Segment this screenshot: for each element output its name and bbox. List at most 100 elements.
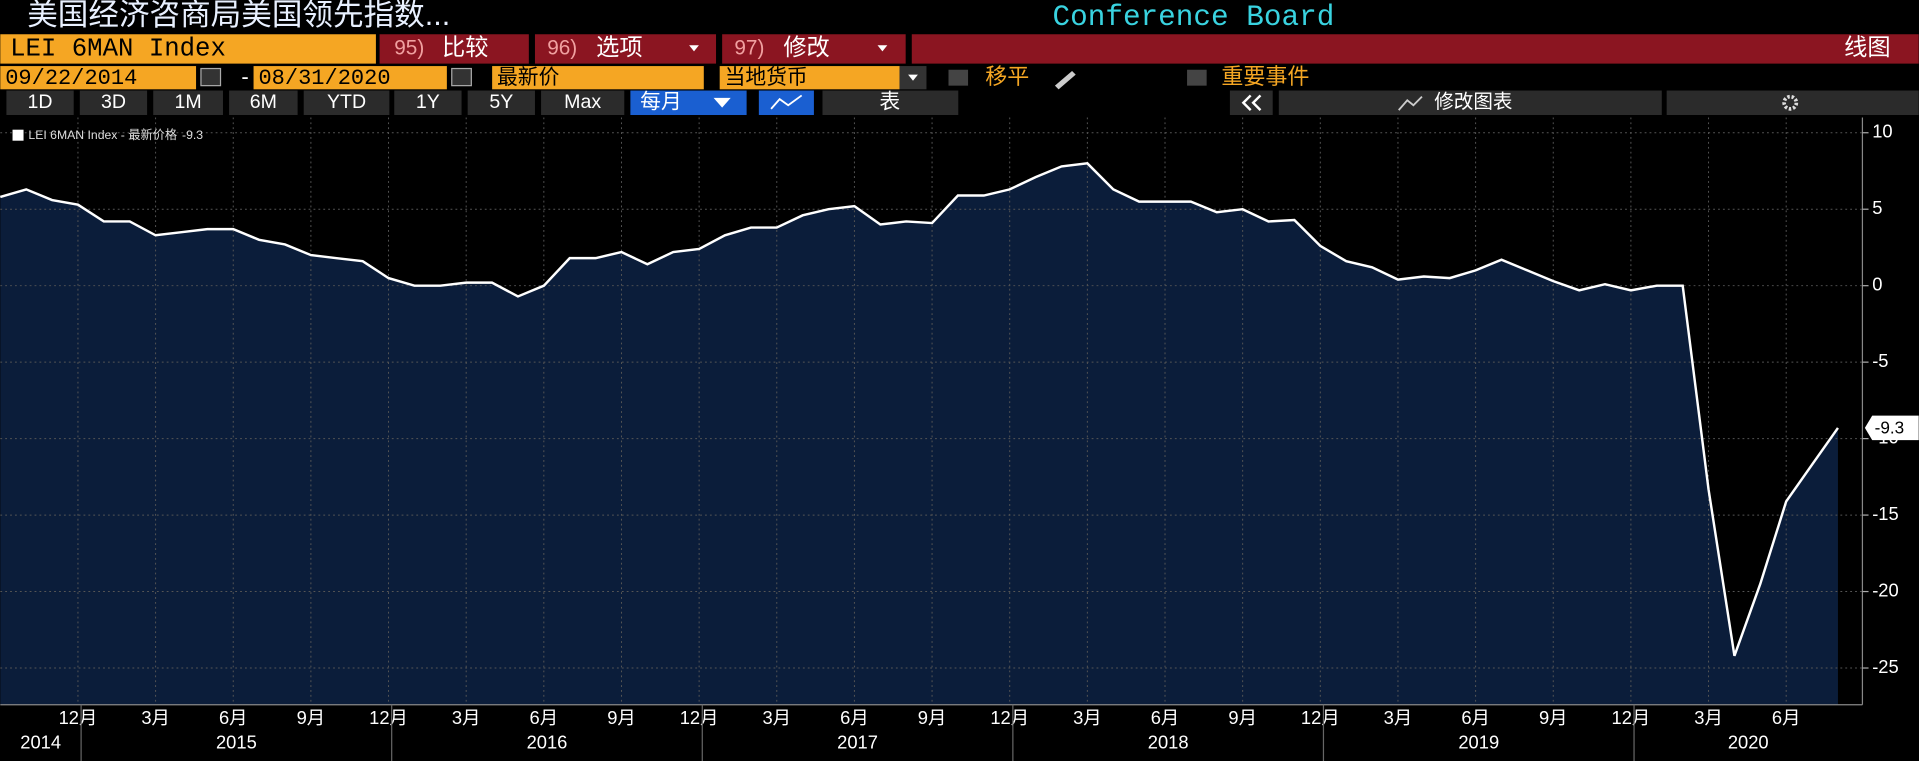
start-date-box[interactable]: [0, 66, 197, 90]
x-tick-label: 12月: [369, 707, 408, 728]
x-tick-label: 9月: [918, 707, 947, 728]
edit-chart-button[interactable]: [1278, 90, 1662, 116]
plot: 1050-5-10-15-20-25-9.312月3月6月9月12月3月6月9月…: [0, 117, 1919, 761]
menu-modify[interactable]: [722, 34, 906, 64]
view-label: 线图: [1844, 34, 1890, 60]
pencil-icon: [1054, 70, 1076, 90]
y-tick-label: -5: [1872, 350, 1888, 371]
range-label: Max: [564, 91, 601, 113]
y-tick-label: 10: [1872, 121, 1892, 142]
source: Conference Board: [1052, 1, 1334, 34]
x-tick-label: 9月: [297, 707, 326, 728]
x-tick-label: 6月: [1151, 707, 1180, 728]
start-date: 09/22/2014: [5, 66, 137, 91]
range-label: 5Y: [489, 91, 513, 113]
gear-icon: [1782, 94, 1799, 111]
x-tick-label: 9月: [607, 707, 636, 728]
menu-label: 比较: [442, 34, 488, 60]
x-tick-label: 6月: [840, 707, 869, 728]
y-tick-label: 5: [1872, 197, 1882, 218]
x-tick-label: 9月: [1539, 707, 1568, 728]
x-tick-label: 12月: [59, 707, 98, 728]
x-tick-label: 3月: [141, 707, 170, 728]
menu-num: 96): [547, 36, 577, 59]
window-title: 美国经济咨商局美国领先指数...: [27, 0, 450, 32]
range-label: 6M: [250, 91, 277, 113]
y-tick-label: 0: [1872, 274, 1882, 295]
ticker: LEI 6MAN Index: [10, 35, 226, 64]
dropdown-arrow: [877, 45, 888, 52]
x-tick-label: 12月: [1612, 707, 1651, 728]
menu-compare[interactable]: [379, 34, 529, 64]
last-value-tag: [1864, 415, 1919, 441]
settings-button[interactable]: [1666, 90, 1919, 116]
menu-label: 修改: [783, 34, 829, 60]
date-separator: -: [241, 64, 248, 89]
currency-box[interactable]: [719, 66, 900, 90]
range-button[interactable]: [394, 90, 462, 116]
menu-label: 选项: [596, 34, 642, 60]
menu-num: 97): [734, 36, 764, 59]
checkbox[interactable]: [948, 69, 969, 86]
year-label: 2014: [20, 732, 61, 753]
year-label: 2019: [1458, 732, 1499, 753]
chevron-icon: [1241, 94, 1262, 111]
dropdown-arrow: [689, 45, 699, 52]
frequency: 每月: [640, 90, 682, 113]
y-tick-label: -20: [1872, 579, 1899, 600]
price-field: 最新价: [497, 66, 560, 89]
calendar-icon[interactable]: [200, 67, 222, 87]
ticker-box[interactable]: [0, 34, 376, 64]
menu-options[interactable]: [534, 34, 717, 64]
dropdown-arrow: [908, 74, 918, 81]
currency: 当地货币: [725, 66, 808, 89]
range-button[interactable]: [6, 90, 74, 116]
x-tick-label: 3月: [1073, 707, 1102, 728]
x-tick-label: 12月: [680, 707, 719, 728]
year-label: 2020: [1728, 732, 1769, 753]
range-buttons: 1D 3D 1M 6M YTD 1Y 5Y Max: [6, 90, 625, 116]
collapse-button[interactable]: [1229, 90, 1273, 116]
range-button[interactable]: [229, 90, 298, 116]
table-label: 表: [879, 90, 900, 113]
x-tick-label: 3月: [1384, 707, 1413, 728]
line-icon: [770, 94, 803, 110]
checkbox[interactable]: [1187, 69, 1207, 86]
range-button[interactable]: [153, 90, 223, 116]
end-date-box[interactable]: [253, 66, 447, 90]
area: [0, 163, 1838, 705]
legend-swatch: [12, 129, 24, 141]
edit-chart-label: 修改图表: [1434, 91, 1512, 113]
title-bar: [911, 34, 1919, 64]
range-label: 1D: [28, 91, 53, 113]
legend: LEI 6MAN Index - 最新价格 -9.3: [28, 127, 203, 142]
x-tick-label: 9月: [1228, 707, 1257, 728]
range-label: 1M: [175, 91, 202, 113]
x-tick-label: 6月: [530, 707, 559, 728]
range-button[interactable]: [303, 90, 390, 116]
x-tick-label: 3月: [1694, 707, 1723, 728]
range-button[interactable]: [79, 90, 148, 116]
x-tick-label: 3月: [452, 707, 481, 728]
edit-icon: [1398, 96, 1423, 111]
smoothing-label: 移平: [985, 64, 1029, 89]
range-button[interactable]: [467, 90, 535, 116]
range-button[interactable]: [541, 90, 625, 116]
range-label: 3D: [101, 91, 126, 113]
dropdown-arrow: [713, 97, 731, 108]
legend-value: -9.3: [182, 128, 203, 142]
range-label: 1Y: [416, 91, 440, 113]
frequency-button[interactable]: [630, 90, 747, 116]
table-button[interactable]: [822, 90, 959, 116]
x-tick-label: 12月: [990, 707, 1029, 728]
line: [0, 162, 1839, 657]
chart-type-button[interactable]: [758, 90, 814, 116]
price-field-box[interactable]: [492, 66, 704, 90]
calendar-icon[interactable]: [451, 67, 472, 87]
x-tick-label: 12月: [1301, 707, 1340, 728]
year-label: 2017: [837, 732, 878, 753]
menu-num: 95): [394, 36, 424, 59]
events-label: 重要事件: [1221, 64, 1309, 89]
year-label: 2016: [527, 732, 568, 753]
